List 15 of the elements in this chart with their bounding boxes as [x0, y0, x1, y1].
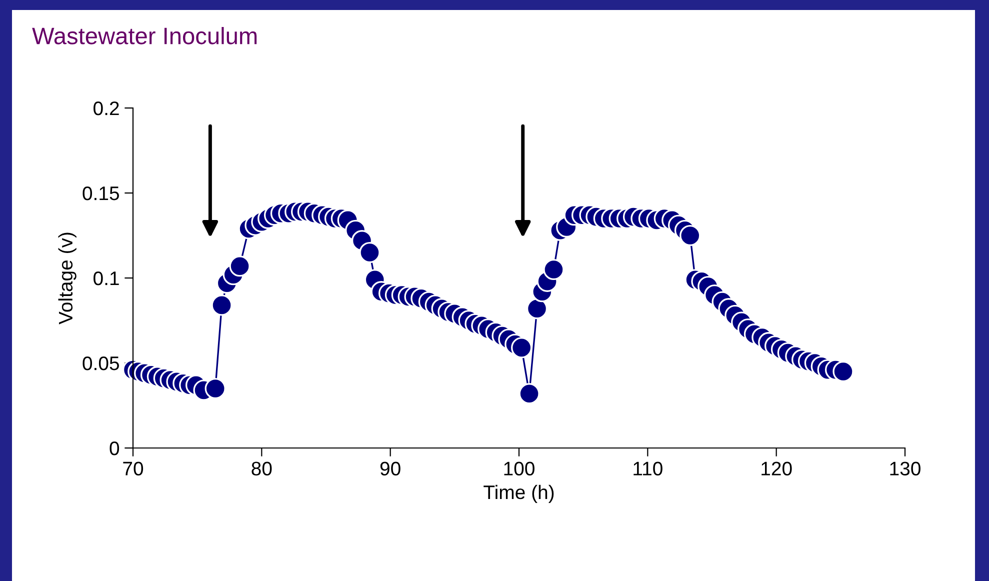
y-tick-label: 0.15: [82, 186, 119, 200]
y-tick-label: 0.1: [94, 271, 119, 286]
chart-title: Wastewater Inoculum: [32, 26, 257, 44]
x-tick-label: 70: [123, 462, 144, 476]
x-axis-title: Time (h): [484, 484, 554, 503]
x-tick-label: 120: [762, 462, 792, 476]
y-axis-title: Voltage (v): [58, 232, 76, 324]
y-tick-label: 0.05: [82, 356, 119, 370]
x-tick-label: 110: [634, 462, 662, 476]
x-tick-label: 90: [380, 462, 400, 476]
x-tick-label: 100: [504, 462, 534, 476]
y-tick-label: 0: [110, 441, 120, 456]
x-tick-label: 130: [890, 462, 920, 476]
y-tick-label: 0.2: [94, 101, 119, 116]
x-tick-label: 80: [252, 462, 272, 476]
